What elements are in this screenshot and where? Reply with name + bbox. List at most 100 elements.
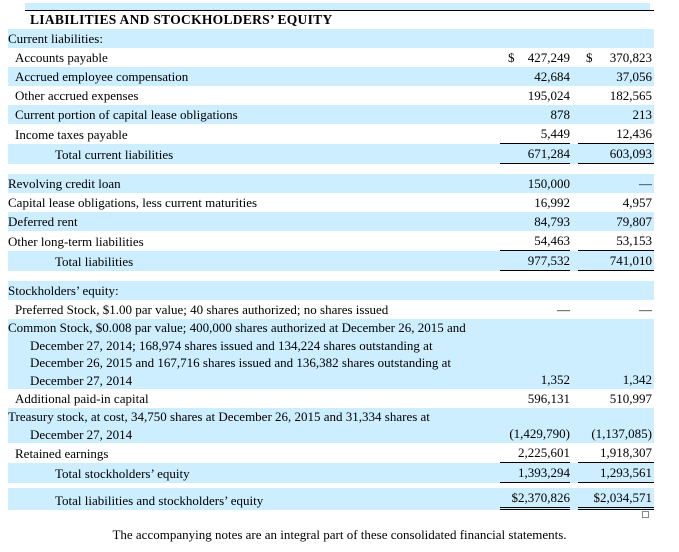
value-col2: 53,153 [578,231,654,251]
row-label-text: Total stockholders’ equity [55,466,190,481]
value-text: 16,992 [534,195,570,210]
value-text: $2,034,571 [593,490,653,505]
row-spacer [8,483,654,488]
value-col2: 1,918,307 [578,443,654,463]
table-row: Accounts payable $427,249 $370,823 [8,48,654,67]
balance-sheet-table: LIABILITIES AND STOCKHOLDERS’ EQUITY Cur… [8,10,654,510]
row-label: Accounts payable [8,48,500,67]
value-col1: 977,532 [500,251,570,271]
row-label: Treasury stock, at cost, 34,750 shares a… [8,408,500,443]
table-row: Total liabilities 977,532 741,010 [8,251,654,271]
value-text: (1,429,790) [509,426,570,441]
value-text: 182,565 [609,88,652,103]
row-label-line: December 27, 2014; 168,974 shares issued… [30,337,433,353]
value-col2: — [578,174,654,193]
row-label-text: Current liabilities: [8,31,103,46]
row-label: Other accrued expenses [8,86,500,105]
value-text: 213 [632,107,653,122]
row-label-text: Income taxes payable [15,127,128,142]
value-text: 977,532 [527,253,570,268]
row-label: Current liabilities: [8,29,654,48]
row-label-text: Preferred Stock, $1.00 par value; 40 sha… [15,302,389,317]
top-stripe [25,3,650,10]
value-text: 42,684 [534,69,570,84]
row-label-line: December 27, 2014 [30,426,133,442]
row-label: Revolving credit loan [8,174,500,193]
value-text: — [557,302,570,317]
table-row: Other long-term liabilities 54,463 53,153 [8,231,654,251]
row-label: Capital lease obligations, less current … [8,193,500,212]
value-col2: 510,997 [578,389,654,408]
value-text: 510,997 [609,391,652,406]
row-label-text: Accrued employee compensation [15,69,189,84]
value-col1: — [500,300,570,319]
table-title: LIABILITIES AND STOCKHOLDERS’ EQUITY [25,10,654,29]
table-row: Stockholders’ equity: [8,281,654,300]
value-col2: 1,293,561 [578,463,654,483]
table-rows: Current liabilities: Accounts payable $427… [8,29,654,510]
row-label: Total liabilities and stockholders’ equi… [8,491,500,510]
value-text: 84,793 [534,214,570,229]
value-col1: 42,684 [500,67,570,86]
row-label-text: Capital lease obligations, less current … [8,195,258,210]
row-label: Preferred Stock, $1.00 par value; 40 sha… [8,300,500,319]
value-text: 741,010 [609,253,652,268]
dollar-sign: $ [586,50,593,65]
table-row: Preferred Stock, $1.00 par value; 40 sha… [8,300,654,319]
value-col1: 878 [500,105,571,124]
table-row: Common Stock, $0.008 par value; 400,000 … [8,319,654,389]
row-label-text: Accounts payable [15,50,108,65]
value-col2: 12,436 [578,124,654,144]
value-text: 4,957 [622,195,652,210]
table-row: Accrued employee compensation 42,684 37,05… [8,67,654,86]
row-label: Total current liabilities [8,145,500,164]
row-label: Deferred rent [8,212,500,231]
row-label-line: Common Stock, $0.008 par value; 400,000 … [8,320,466,335]
value-text: (1,137,085) [591,426,652,441]
row-label: Total stockholders’ equity [8,464,500,483]
table-row: Retained earnings 2,225,601 1,918,307 [8,443,654,463]
row-label: Common Stock, $0.008 par value; 400,000 … [8,319,500,389]
value-col1: 54,463 [500,231,570,251]
row-label-text: Other accrued expenses [15,88,139,103]
table-row: Current liabilities: [8,29,654,48]
value-text: 671,284 [527,146,570,161]
table-row: Total stockholders’ equity 1,393,294 1,293… [8,463,654,483]
table-row: Total liabilities and stockholders’ equi… [8,488,654,510]
value-text: 596,131 [527,391,570,406]
value-col1: 2,225,601 [500,443,570,463]
value-col2: 79,807 [578,212,654,231]
row-label-text: Deferred rent [8,214,78,229]
value-col1: (1,429,790) [500,424,570,443]
row-label-text: Stockholders’ equity: [8,283,119,298]
value-col2: (1,137,085) [578,424,654,443]
value-col1: $2,370,826 [500,488,570,510]
value-text: 427,249 [527,50,570,65]
value-col2: $370,823 [578,48,654,67]
row-label: Income taxes payable [8,125,500,144]
value-text: — [639,302,652,317]
row-label: Additional paid-in capital [8,389,500,408]
value-col2: 741,010 [578,251,654,271]
row-label: Other long-term liabilities [8,232,500,251]
row-label-text: Other long-term liabilities [8,234,144,249]
value-text: 1,393,294 [518,465,570,480]
table-row: Other accrued expenses 195,024 182,565 [8,86,654,105]
value-col2: 182,565 [578,86,654,105]
value-col1: $427,249 [500,48,570,67]
value-text: $2,370,826 [511,490,571,505]
value-text: 53,153 [616,233,652,248]
row-label-text: Current portion of capital lease obligat… [15,107,238,122]
value-col1: 1,352 [500,370,570,389]
value-col1: 596,131 [500,389,570,408]
value-text: — [639,176,652,191]
value-col1: 84,793 [500,212,570,231]
value-text: 1,342 [622,372,652,387]
value-text: 2,225,601 [518,445,570,460]
value-col2: — [578,300,654,319]
row-label: Accrued employee compensation [8,67,500,86]
value-text: 370,823 [609,50,652,65]
value-col1: 5,449 [500,124,570,144]
value-text: 1,352 [540,372,570,387]
row-label: Current portion of capital lease obligat… [8,105,500,124]
